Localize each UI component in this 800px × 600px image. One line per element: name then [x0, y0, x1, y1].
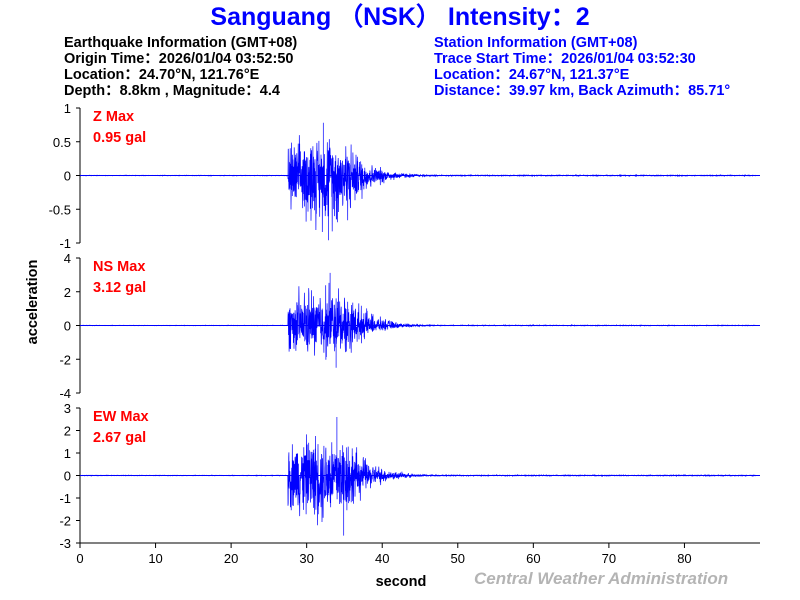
origin-time: Origin Time：2026/01/04 03:52:50 — [64, 51, 294, 67]
y-tick-label: -2 — [59, 352, 71, 367]
panel-label-ns: NS Max — [93, 259, 145, 275]
station-info: Station Information (GMT+08) Trace Start… — [434, 35, 730, 99]
y-tick-label: 4 — [64, 251, 71, 266]
y-tick-label: 1 — [64, 101, 71, 116]
y-tick-label: 1 — [64, 446, 71, 461]
waveform-ns — [80, 272, 757, 368]
y-tick-label: -1 — [59, 236, 71, 251]
panel-label-ew: EW Max — [93, 409, 149, 425]
x-tick-label: 70 — [602, 551, 616, 566]
max-value-ns: 3.12 gal — [93, 280, 146, 296]
x-tick-label: 30 — [299, 551, 313, 566]
y-tick-label: -3 — [59, 536, 71, 551]
x-tick-label: 10 — [148, 551, 162, 566]
trace-start-time: Trace Start Time：2026/01/04 03:52:30 — [434, 51, 696, 67]
panel-label-z: Z Max — [93, 109, 134, 125]
station-location: Location：24.67°N, 121.37°E — [434, 67, 630, 83]
earthquake-info-heading: Earthquake Information (GMT+08) — [64, 35, 298, 51]
y-tick-label: -2 — [59, 514, 71, 529]
station-distance: Distance：39.97 km, Back Azimuth：85.71° — [434, 83, 731, 99]
x-tick-label: 0 — [76, 551, 83, 566]
y-tick-label: 2 — [64, 424, 71, 439]
chart-title: Sanguang （NSK） Intensity：2 — [210, 3, 590, 31]
depth-magnitude: Depth：8.8km , Magnitude：4.4 — [64, 83, 280, 99]
y-tick-label: -4 — [59, 386, 71, 401]
y-tick-label: 0 — [64, 169, 71, 184]
y-tick-label: 3 — [64, 401, 71, 416]
y-axis-label: acceleration — [25, 260, 41, 345]
epicenter-location: Location：24.70°N, 121.76°E — [64, 67, 260, 83]
agency-credit: Central Weather Administration — [474, 569, 729, 588]
x-tick-label: 80 — [677, 551, 691, 566]
x-tick-label: 20 — [224, 551, 238, 566]
waveform-ew — [79, 417, 757, 536]
x-axis-label: second — [376, 574, 427, 590]
x-tick-label: 40 — [375, 551, 389, 566]
earthquake-info: Earthquake Information (GMT+08) Origin T… — [64, 35, 297, 99]
max-value-z: 0.95 gal — [93, 130, 146, 146]
y-tick-label: 0.5 — [53, 135, 71, 150]
y-tick-label: 0 — [64, 319, 71, 334]
waveform-z — [79, 122, 757, 241]
x-tick-label: 60 — [526, 551, 540, 566]
station-info-heading: Station Information (GMT+08) — [434, 35, 638, 51]
max-value-ew: 2.67 gal — [93, 430, 146, 446]
y-tick-label: -1 — [59, 491, 71, 506]
y-tick-label: 0 — [64, 469, 71, 484]
y-tick-label: -0.5 — [49, 202, 71, 217]
x-tick-label: 50 — [451, 551, 465, 566]
y-tick-label: 2 — [64, 285, 71, 300]
